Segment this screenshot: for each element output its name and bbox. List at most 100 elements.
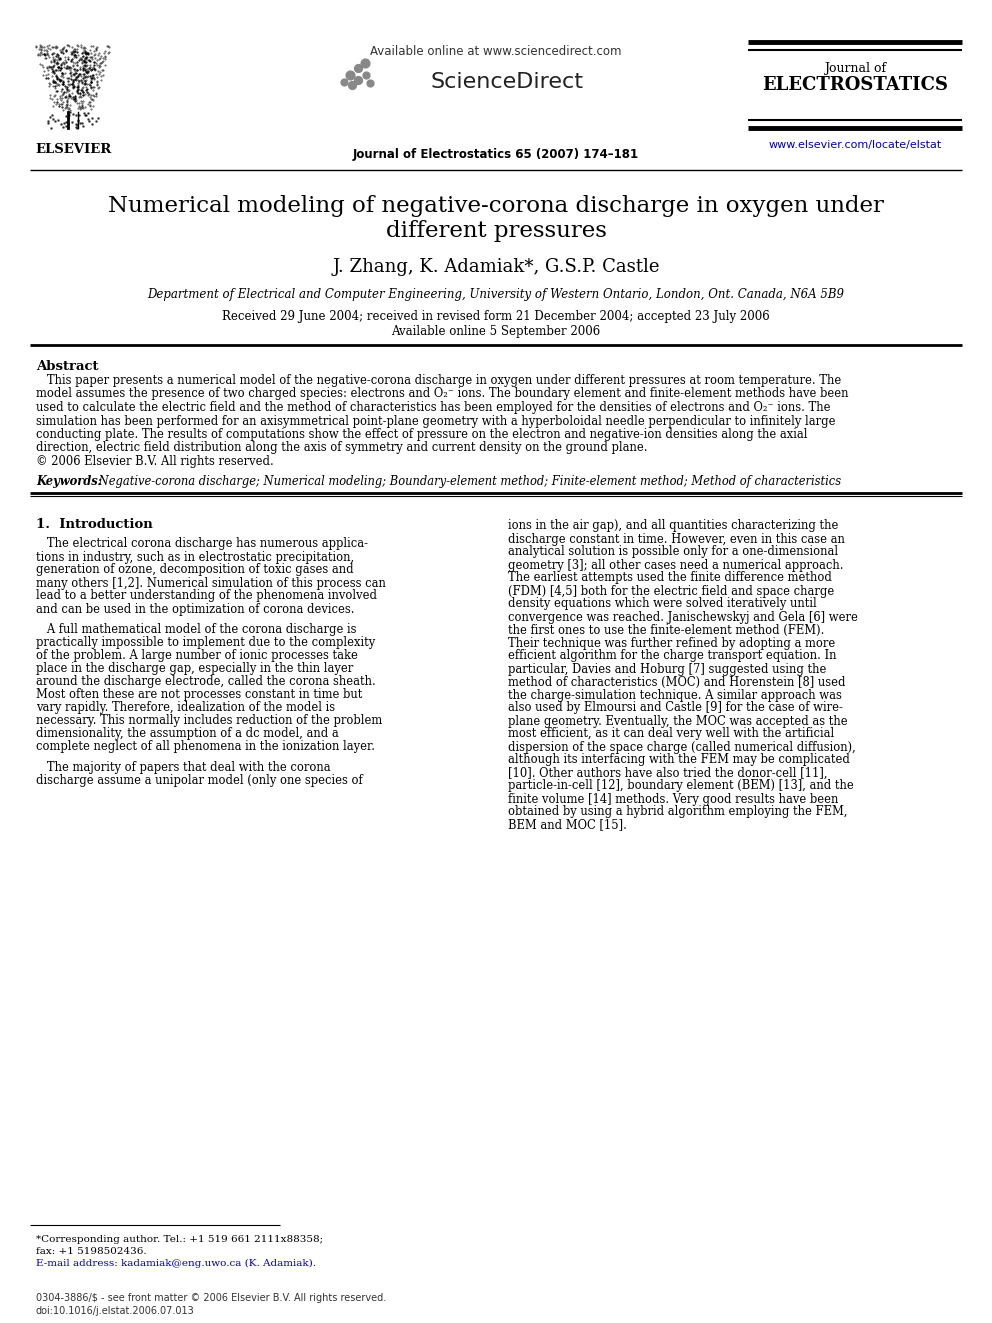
- Text: Negative-corona discharge; Numerical modeling; Boundary-element method; Finite-e: Negative-corona discharge; Numerical mod…: [95, 475, 841, 487]
- Point: [77, 41, 93, 62]
- Point: [69, 116, 85, 138]
- Text: generation of ozone, decomposition of toxic gases and: generation of ozone, decomposition of to…: [36, 564, 353, 577]
- Point: [68, 66, 84, 87]
- Point: [75, 85, 91, 106]
- Point: [45, 70, 61, 91]
- Point: [78, 79, 94, 101]
- Point: [54, 62, 69, 83]
- Point: [43, 38, 59, 60]
- Point: [89, 54, 105, 75]
- Point: [81, 111, 97, 132]
- Point: [88, 53, 104, 74]
- Point: [54, 38, 69, 60]
- Point: [56, 116, 71, 138]
- Point: [42, 57, 58, 78]
- Point: [54, 53, 69, 74]
- Point: [74, 93, 90, 114]
- Point: [75, 74, 91, 95]
- Point: [77, 52, 93, 73]
- Point: [28, 36, 44, 57]
- Point: [68, 112, 84, 134]
- Point: [81, 49, 97, 70]
- Point: [46, 71, 62, 93]
- Point: [84, 107, 100, 128]
- Point: [56, 53, 71, 74]
- Point: [80, 44, 96, 65]
- Point: [41, 112, 57, 134]
- Point: [74, 95, 90, 116]
- Point: [61, 58, 76, 79]
- Point: [67, 45, 83, 66]
- Point: [80, 94, 96, 115]
- Point: [78, 52, 94, 73]
- Point: [60, 73, 75, 94]
- Point: [93, 65, 109, 86]
- Text: efficient algorithm for the charge transport equation. In: efficient algorithm for the charge trans…: [508, 650, 836, 663]
- Point: [65, 44, 81, 65]
- Point: [60, 81, 75, 102]
- Point: [55, 74, 70, 95]
- Point: [85, 64, 101, 85]
- Point: [81, 83, 97, 105]
- Point: [39, 42, 55, 64]
- Point: [69, 71, 85, 93]
- Point: [72, 58, 88, 79]
- Point: [59, 97, 74, 118]
- Point: [57, 75, 72, 97]
- Text: the charge-simulation technique. A similar approach was: the charge-simulation technique. A simil…: [508, 688, 842, 701]
- Point: [69, 98, 85, 119]
- Point: [71, 64, 87, 85]
- Point: [61, 85, 76, 106]
- Point: [85, 36, 101, 57]
- Text: simulation has been performed for an axisymmetrical point-plane geometry with a : simulation has been performed for an axi…: [36, 414, 835, 427]
- Point: [80, 91, 96, 112]
- Point: [42, 56, 58, 77]
- Point: [76, 64, 92, 85]
- Bar: [0, 0, 992, 172]
- Point: [48, 75, 63, 97]
- Point: [90, 45, 106, 66]
- Text: and can be used in the optimization of corona devices.: and can be used in the optimization of c…: [36, 602, 354, 615]
- Point: [84, 67, 100, 89]
- Point: [71, 87, 87, 108]
- Point: [83, 71, 99, 93]
- Point: [57, 46, 72, 67]
- Text: obtained by using a hybrid algorithm employing the FEM,: obtained by using a hybrid algorithm emp…: [508, 806, 847, 819]
- Point: [78, 105, 94, 126]
- Point: [59, 82, 74, 103]
- Point: [95, 50, 111, 71]
- Point: [38, 48, 54, 69]
- Text: Available online at www.sciencedirect.com: Available online at www.sciencedirect.co…: [370, 45, 622, 58]
- Point: [66, 77, 82, 98]
- Point: [80, 102, 96, 123]
- Point: [82, 86, 98, 107]
- Point: [37, 48, 53, 69]
- Point: [36, 42, 52, 64]
- Point: [40, 57, 56, 78]
- Point: [76, 36, 92, 57]
- Point: [64, 69, 80, 90]
- Point: [69, 79, 85, 101]
- Point: [58, 41, 73, 62]
- Point: [89, 71, 105, 93]
- Point: [52, 69, 67, 90]
- Point: [88, 38, 104, 60]
- Point: [59, 52, 74, 73]
- Text: fax: +1 5198502436.: fax: +1 5198502436.: [36, 1248, 147, 1256]
- Point: [73, 34, 89, 56]
- Point: [62, 62, 77, 83]
- Point: [70, 65, 86, 86]
- Point: [74, 73, 90, 94]
- Point: [51, 60, 66, 81]
- Point: [83, 69, 99, 90]
- Point: [84, 114, 100, 135]
- Point: [68, 60, 84, 81]
- Point: [70, 74, 86, 95]
- Point: [70, 70, 86, 91]
- Point: [75, 58, 91, 79]
- Point: [89, 37, 105, 58]
- Point: [73, 52, 89, 73]
- Point: [68, 60, 84, 81]
- Point: [85, 66, 101, 87]
- Point: [70, 83, 86, 105]
